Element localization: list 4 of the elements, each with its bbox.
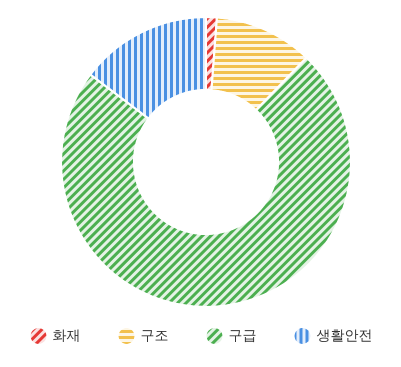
legend-label: 생활안전 xyxy=(316,328,372,344)
legend-label: 구조 xyxy=(140,328,168,344)
legend-label: 구급 xyxy=(228,328,256,344)
legend-label: 화재 xyxy=(52,328,80,344)
